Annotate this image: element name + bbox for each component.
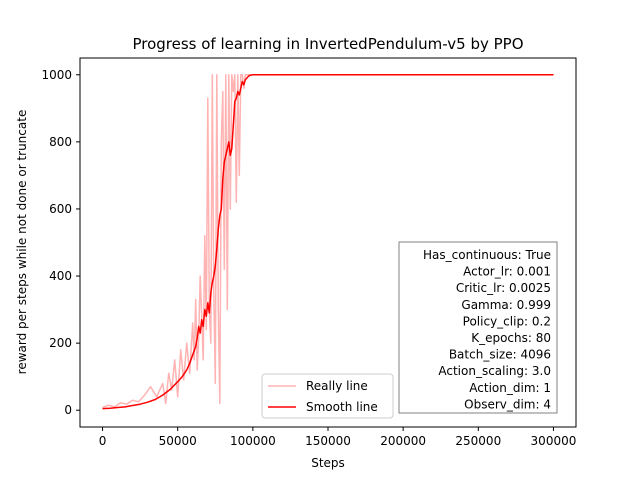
x-tick-label: 0 bbox=[99, 434, 107, 448]
hyperparameter-line: Actor_lr: 0.001 bbox=[463, 265, 551, 279]
x-axis-label: Steps bbox=[311, 456, 345, 470]
hyperparameter-line: Batch_size: 4096 bbox=[449, 348, 551, 362]
hyperparameter-box-frame bbox=[398, 241, 558, 414]
series-layer bbox=[102, 74, 554, 410]
legend-label-really-line: Really line bbox=[306, 379, 368, 393]
y-tick-label: 1000 bbox=[41, 68, 72, 82]
hyperparameter-line: Policy_clip: 0.2 bbox=[463, 314, 551, 328]
y-axis: 0 200 400 600 800 1000 bbox=[41, 68, 80, 417]
series-line-really-line bbox=[102, 74, 262, 409]
legend: Really line Smooth line bbox=[261, 373, 394, 419]
y-tick-label: 200 bbox=[49, 336, 72, 350]
hyperparameter-line: Observ_dim: 4 bbox=[464, 397, 551, 411]
x-tick-label: 100000 bbox=[230, 434, 276, 448]
y-tick-label: 600 bbox=[49, 202, 72, 216]
x-tick-label: 50000 bbox=[159, 434, 197, 448]
x-axis: 0 50000 100000 150000 200000 250000 300000 bbox=[99, 427, 577, 448]
legend-label-smooth-line: Smooth line bbox=[306, 400, 378, 414]
hyperparameter-line: Gamma: 0.999 bbox=[461, 298, 551, 312]
hyperparameter-line: Critic_lr: 0.0025 bbox=[456, 281, 551, 295]
hyperparameter-box: Has_continuous: True Actor_lr: 0.001 Criti… bbox=[398, 241, 558, 414]
x-tick-label: 300000 bbox=[531, 434, 577, 448]
chart-title: Progress of learning in InvertedPendulum… bbox=[132, 35, 523, 53]
x-tick-label: 250000 bbox=[455, 434, 501, 448]
hyperparameter-line: K_epochs: 80 bbox=[471, 331, 551, 345]
hyperparameter-line: Action_dim: 1 bbox=[469, 381, 551, 395]
y-tick-label: 400 bbox=[49, 269, 72, 283]
y-tick-label: 0 bbox=[64, 403, 72, 417]
x-tick-label: 200000 bbox=[380, 434, 426, 448]
y-axis-label: reward per steps while not done or trunc… bbox=[15, 110, 29, 375]
series-line-smooth-line bbox=[102, 74, 554, 410]
hyperparameter-line: Has_continuous: True bbox=[423, 248, 551, 262]
hyperparameter-line: Action_scaling: 3.0 bbox=[438, 364, 551, 378]
hyperparameter-lines: Has_continuous: True Actor_lr: 0.001 Criti… bbox=[423, 248, 551, 411]
y-tick-label: 800 bbox=[49, 135, 72, 149]
x-tick-label: 150000 bbox=[305, 434, 351, 448]
